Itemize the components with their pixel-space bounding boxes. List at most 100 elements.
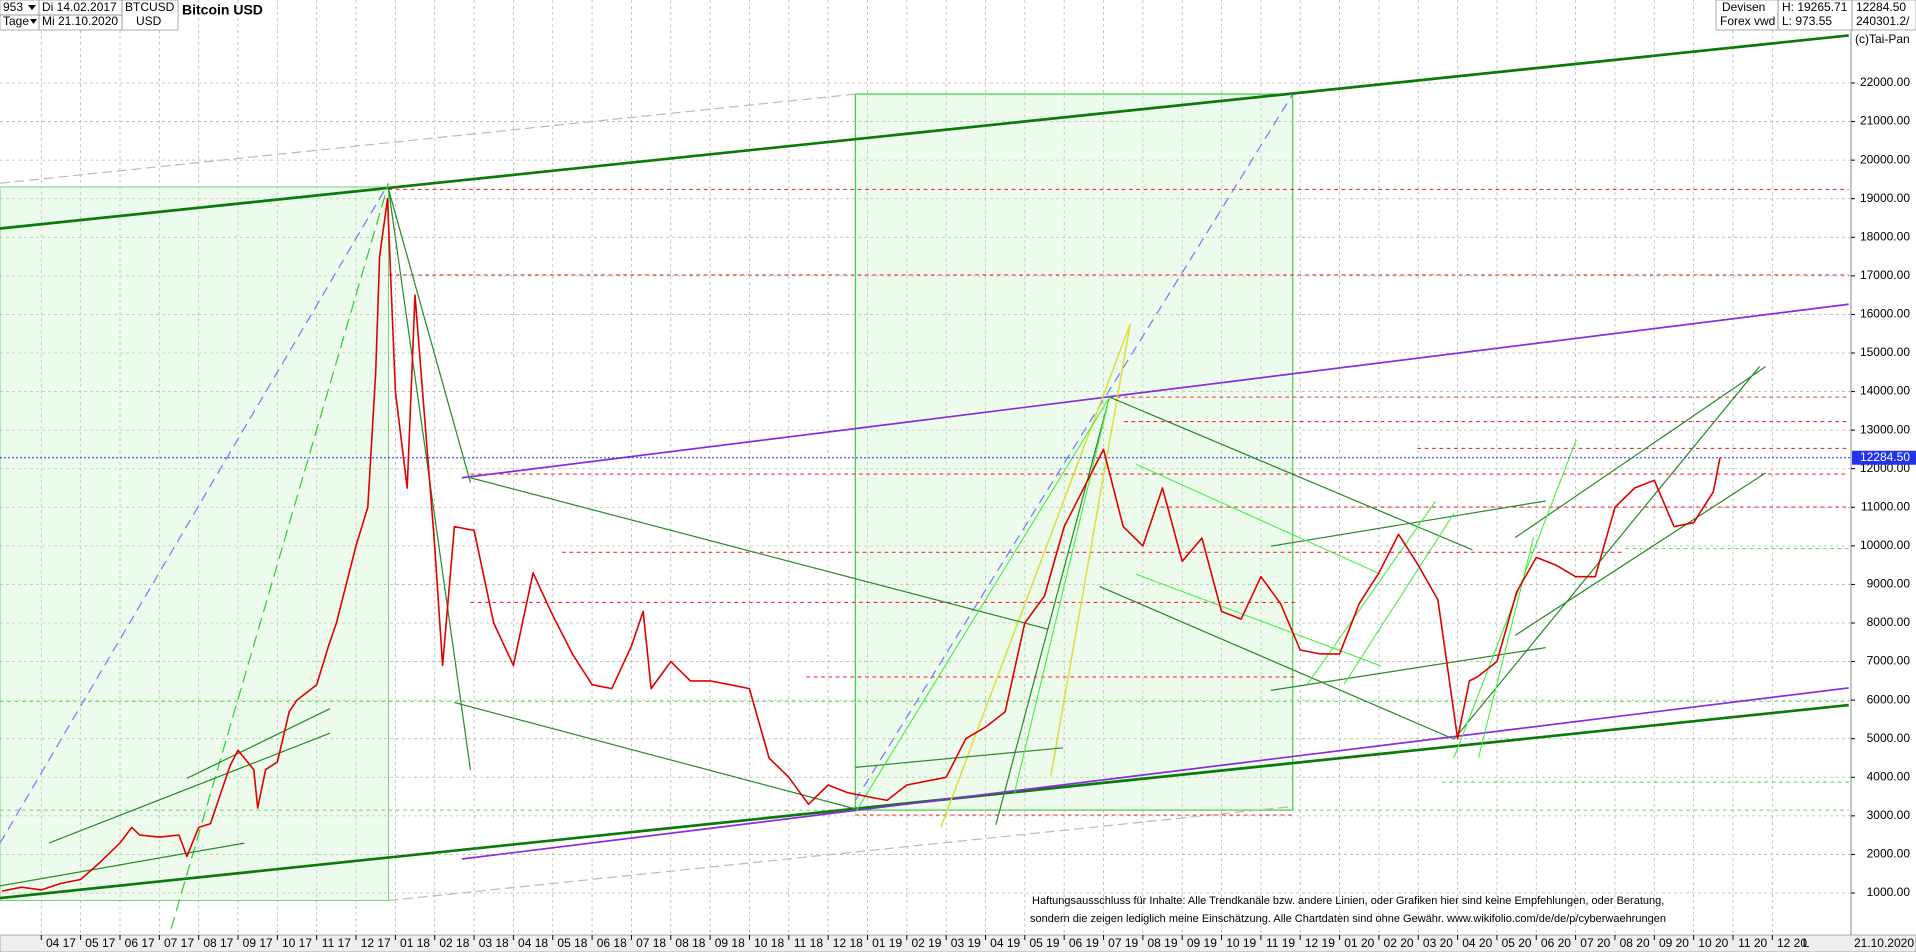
end-date: 21.10.2020: [1854, 936, 1914, 950]
disclaimer: Haftungsausschluss für Inhalte: Alle Tre…: [1032, 895, 1664, 907]
currency: USD: [136, 14, 162, 28]
x-tick-label: 08 17: [203, 936, 233, 950]
x-tick-label: 07 17: [164, 936, 194, 950]
y-tick-label: 16000.00: [1860, 307, 1910, 321]
scale-mode[interactable]: L: [1803, 936, 1810, 950]
x-tick-label: 07 19: [1108, 936, 1138, 950]
x-tick-label: 07 20: [1580, 936, 1610, 950]
volume: 240301.2/: [1856, 14, 1910, 28]
x-tick-label: 11 18: [794, 936, 823, 950]
y-tick-label: 22000.00: [1860, 75, 1910, 89]
level-lines: [388, 188, 1849, 816]
x-tick-label: 04 20: [1462, 936, 1492, 950]
x-tick-label: 02 20: [1384, 936, 1414, 950]
x-axis-bar: [0, 934, 1916, 952]
guide-line: [940, 323, 1131, 828]
source: Forex vwd: [1720, 14, 1775, 28]
x-tick-label: 04 17: [46, 936, 76, 950]
last: 12284.50: [1856, 0, 1906, 14]
y-tick-label: 6000.00: [1867, 692, 1911, 706]
x-tick-label: 02 18: [439, 936, 469, 950]
x-tick-label: 09 19: [1187, 936, 1217, 950]
grid: [0, 0, 1852, 935]
x-tick-label: 04 19: [990, 936, 1020, 950]
x-tick-label: 02 19: [911, 936, 941, 950]
x-tick-label: 08 18: [675, 936, 705, 950]
y-tick-label: 3000.00: [1867, 808, 1911, 822]
x-tick-label: 04 18: [518, 936, 548, 950]
y-tick-label: 14000.00: [1860, 384, 1910, 398]
guide-line: [388, 805, 1293, 902]
x-tick-label: 01 19: [872, 936, 902, 950]
y-tick-label: 5000.00: [1867, 731, 1911, 745]
guide-line: [854, 93, 1294, 801]
channel-line: [461, 303, 1849, 479]
x-tick-label: 09 20: [1659, 936, 1689, 950]
x-tick-label: 01 18: [400, 936, 430, 950]
x-tick-label: 11 19: [1266, 936, 1295, 950]
x-tick-label: 09 17: [243, 936, 273, 950]
start-date: Di 14.02.2017: [42, 0, 117, 14]
y-tick-label: 9000.00: [1867, 577, 1911, 591]
y-tick-label: 2000.00: [1867, 847, 1911, 861]
x-tick-label: 01 20: [1344, 936, 1374, 950]
x-tick-label: 12 18: [833, 936, 863, 950]
x-tick-label: 10 20: [1698, 936, 1728, 950]
x-tick-label: 10 18: [754, 936, 784, 950]
y-tick-label: 21000.00: [1860, 114, 1910, 128]
end-date: Mi 21.10.2020: [42, 14, 118, 28]
x-tick-label: 03 18: [479, 936, 509, 950]
x-tick-label: 05 18: [557, 936, 587, 950]
channel-line: [461, 687, 1849, 860]
header-box: [1715, 0, 1916, 31]
last-price-label: 12284.50: [1860, 450, 1910, 464]
guide-line: [0, 93, 856, 184]
x-tick-label: 05 19: [1029, 936, 1059, 950]
x-tick-label: 05 20: [1502, 936, 1532, 950]
guide-line: [1050, 323, 1131, 777]
symbol: BTCUSD: [125, 0, 175, 14]
x-tick-label: 03 19: [951, 936, 981, 950]
range-box: [0, 186, 390, 902]
x-tick-label: 07 18: [636, 936, 666, 950]
low: L: 973.55: [1782, 14, 1832, 28]
range-box: [854, 93, 1294, 811]
x-tick-label: 06 19: [1069, 936, 1099, 950]
support-lines: [0, 548, 1849, 811]
x-tick-label: 08 19: [1148, 936, 1178, 950]
price-line: [1, 197, 1721, 892]
y-tick-label: 17000.00: [1860, 268, 1910, 282]
y-tick-label: 19000.00: [1860, 191, 1910, 205]
guide-line: [0, 182, 390, 844]
axes: 1000.00 2000.00 3000.00 4000.00 5000.00 6000.…: [40, 75, 1916, 950]
x-tick-label: 05 17: [85, 936, 115, 950]
y-tick-label: 1000.00: [1867, 885, 1911, 899]
y-tick-label: 18000.00: [1860, 229, 1910, 243]
high: H: 19265.71: [1782, 0, 1848, 14]
x-tick-label: 06 17: [125, 936, 155, 950]
guide-line: [170, 183, 390, 929]
bars: 953: [3, 0, 23, 14]
y-tick-label: 20000.00: [1860, 152, 1910, 166]
dropdown-icon[interactable]: [28, 5, 36, 10]
copyright: (c)Tai-Pan: [1855, 32, 1910, 46]
y-tick-label: 13000.00: [1860, 422, 1910, 436]
y-tick-label: 11000.00: [1861, 499, 1910, 513]
x-tick-label: 06 18: [597, 936, 627, 950]
period[interactable]: Tage: [3, 14, 29, 28]
x-tick-label: 10 19: [1226, 936, 1256, 950]
x-tick-label: 11 20: [1738, 936, 1767, 950]
chart-title: Bitcoin USD: [182, 2, 263, 18]
x-tick-label: 11 17: [322, 936, 351, 950]
y-tick-label: 8000.00: [1867, 615, 1911, 629]
x-tick-label: 09 18: [715, 936, 745, 950]
channel-line: [0, 34, 1849, 230]
dropdown-icon[interactable]: [30, 19, 37, 24]
x-tick-label: 12 20: [1777, 936, 1807, 950]
y-tick-label: 10000.00: [1860, 538, 1910, 552]
market: Devisen: [1722, 0, 1765, 14]
x-tick-label: 03 20: [1423, 936, 1453, 950]
x-tick-label: 08 20: [1620, 936, 1650, 950]
